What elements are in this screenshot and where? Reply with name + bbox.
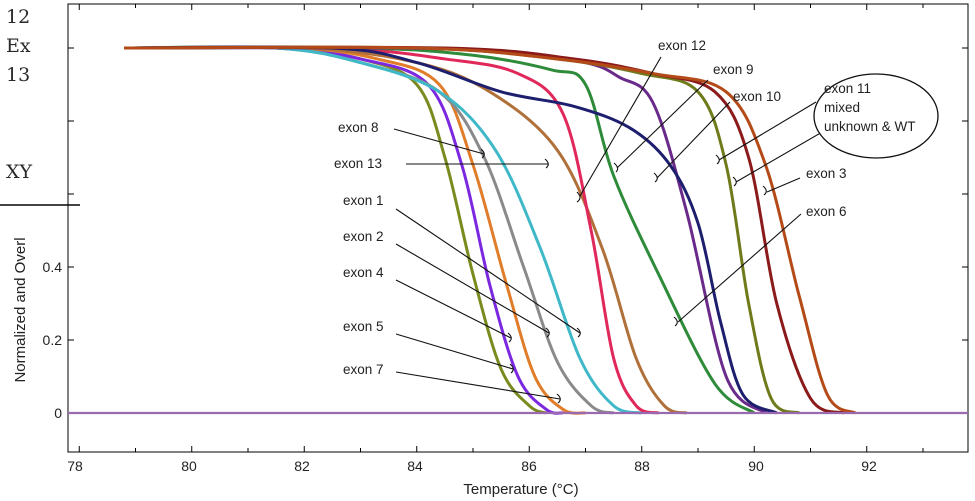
sidebar-fragment: 12 Ex 13 XY (6, 6, 33, 183)
leader-exon-5 (395, 333, 514, 370)
sidebar-line: XY (6, 161, 33, 183)
leader-exon-3 (766, 177, 801, 193)
x-tick-label: 88 (634, 458, 650, 474)
x-tick-label: 78 (67, 458, 83, 474)
annotation-label: exon 2 (343, 229, 384, 244)
hook-marker (545, 327, 550, 338)
hook-marker (653, 172, 658, 183)
hook-marker (556, 393, 561, 404)
hook-marker (544, 158, 549, 169)
series-line-exon-6 (124, 45, 857, 415)
annotation-label: exon 12 (658, 38, 706, 53)
annotation-label: exon 9 (713, 62, 754, 77)
axis-ticks (68, 4, 968, 452)
x-tick-label: 84 (407, 458, 423, 474)
series-line-exon-8 (124, 45, 688, 415)
hook-marker (507, 332, 512, 343)
x-tick-label: 90 (748, 458, 764, 474)
y-tick-label: 0.4 (43, 259, 63, 275)
annotation-label: exon 11 (824, 81, 871, 96)
y-tick-label: 0.2 (43, 332, 63, 348)
hook-marker (613, 162, 619, 173)
hook-marker (715, 154, 720, 165)
annotation-label: exon 10 (733, 89, 781, 104)
x-axis-title: Temperature (°C) (463, 481, 578, 498)
leader-exon-1 (395, 208, 581, 334)
sidebar-line: 12 (6, 6, 30, 28)
series-line-exon-7 (124, 45, 547, 415)
annotation-leaders (393, 56, 837, 404)
sidebar-line: 13 (6, 64, 30, 86)
hook-marker (576, 327, 581, 338)
hook-marker (576, 191, 581, 203)
leader-exon-11-a (718, 101, 817, 161)
annotation-label: unknown & WT (824, 119, 916, 134)
annotation-label: exon 6 (806, 204, 847, 219)
leader-exon-2 (395, 243, 550, 334)
leader-exon-10 (656, 101, 731, 179)
hook-marker (673, 316, 678, 327)
hook-marker (762, 185, 767, 196)
hook-marker (509, 363, 514, 374)
leader-exon-8 (393, 128, 485, 155)
hook-marker (732, 176, 737, 187)
annotation-label: exon 1 (343, 193, 384, 208)
sidebar-line: Ex (6, 35, 31, 57)
series-line-exon-9 (124, 46, 767, 415)
annotation-label: exon 7 (343, 362, 384, 377)
annotation-label: exon 13 (334, 156, 382, 171)
plot-frame (67, 3, 969, 453)
annotation-label: exon 3 (806, 166, 847, 181)
series-line-exon-10 (124, 45, 778, 415)
y-tick-label: 0 (54, 405, 62, 421)
x-tick-label: 82 (294, 458, 310, 474)
y-axis-title: Normalized and Overl (12, 237, 29, 382)
x-tick-label: 92 (861, 458, 877, 474)
hook-marker (480, 148, 485, 159)
leader-exon-7 (395, 371, 561, 400)
leader-exon-9 (616, 79, 709, 169)
annotation-label: exon 8 (338, 120, 379, 135)
annotation-ellipse (813, 73, 939, 159)
leader-exon-4 (395, 279, 512, 339)
leader-exon-6 (677, 213, 802, 323)
annotation-label: exon 5 (343, 319, 384, 334)
x-tick-label: 80 (181, 458, 197, 474)
x-tick-label: 86 (521, 458, 537, 474)
annotation-label: mixed (824, 100, 860, 115)
leader-exon-12 (579, 56, 662, 197)
annotation-label: exon 4 (343, 265, 384, 280)
